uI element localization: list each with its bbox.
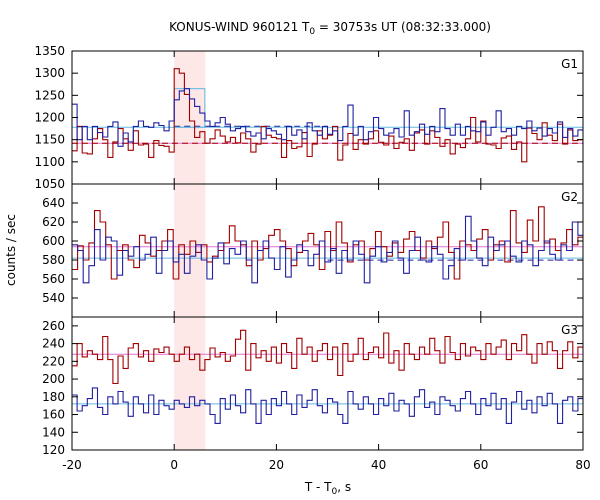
y-tick-label: 140 bbox=[42, 425, 65, 439]
y-tick-label: 180 bbox=[42, 390, 65, 404]
panel-frame bbox=[71, 183, 584, 318]
x-tick-label: -20 bbox=[62, 458, 82, 472]
y-tick-label: 600 bbox=[42, 234, 65, 248]
y-tick-label: 160 bbox=[42, 408, 65, 422]
series-blue-line bbox=[72, 88, 583, 147]
x-axis-title: T - T0, s bbox=[304, 480, 351, 497]
x-tick-label: 20 bbox=[269, 458, 284, 472]
y-tick-label: 1250 bbox=[34, 88, 65, 102]
y-tick-label: 240 bbox=[42, 337, 65, 351]
panel-frame bbox=[71, 50, 584, 185]
panel-label: G1 bbox=[561, 57, 578, 71]
x-tick-label: 80 bbox=[575, 458, 590, 472]
y-tick-label: 620 bbox=[42, 215, 65, 229]
panel-g2: 540 560 580 600 620 640 G2 bbox=[42, 183, 584, 318]
y-tick-label: 260 bbox=[42, 319, 65, 333]
y-tick-label: 1050 bbox=[34, 177, 65, 191]
y-tick-label: 1150 bbox=[34, 133, 65, 147]
y-tick-label: 580 bbox=[42, 253, 65, 267]
panel-frame bbox=[71, 316, 584, 451]
panel-label: G3 bbox=[561, 323, 578, 337]
panel-g1: 1050 1100 1150 1200 1250 1300 1350 G1 bbox=[34, 44, 584, 191]
series-red-line bbox=[72, 68, 583, 163]
y-tick-label: 200 bbox=[42, 372, 65, 386]
y-tick-label: 220 bbox=[42, 354, 65, 368]
panel-g3: 120 140 160 180 200 220 240 260 G3 bbox=[42, 316, 584, 457]
y-axis-title: counts / sec bbox=[4, 214, 18, 286]
y-tick-label: 1350 bbox=[34, 44, 65, 58]
y-tick-label: 1100 bbox=[34, 155, 65, 169]
panel-label: G2 bbox=[561, 190, 578, 204]
y-tick-label: 560 bbox=[42, 272, 65, 286]
series-red-line bbox=[72, 206, 583, 280]
y-tick-label: 1300 bbox=[34, 66, 65, 80]
y-tick-label: 1200 bbox=[34, 111, 65, 125]
y-tick-label: 120 bbox=[42, 443, 65, 457]
series-blue-line bbox=[72, 387, 583, 424]
y-tick-label: 640 bbox=[42, 196, 65, 210]
y-tick-label: 540 bbox=[42, 291, 65, 305]
x-tick-label: 60 bbox=[473, 458, 488, 472]
x-tick-label: 0 bbox=[170, 458, 178, 472]
series-red-line bbox=[72, 329, 583, 385]
x-tick-label: 40 bbox=[371, 458, 386, 472]
chart-title: KONUS-WIND 960121 T0 = 30753s UT (08:32:… bbox=[169, 20, 491, 37]
series-blue-line bbox=[72, 215, 583, 284]
